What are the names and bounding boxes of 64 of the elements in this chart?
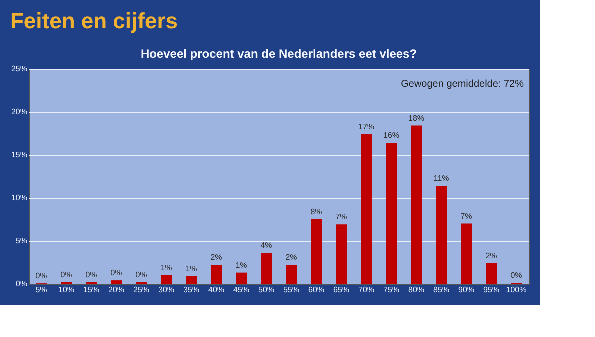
bar <box>286 265 297 284</box>
bar <box>336 224 347 284</box>
x-tick-label: 65% <box>333 286 350 294</box>
data-label: 1% <box>236 260 248 270</box>
x-tick-label: 95% <box>483 286 500 294</box>
data-label: 18% <box>408 114 425 123</box>
x-tick-label: 20% <box>108 286 125 294</box>
x-tick-label: 30% <box>158 286 175 294</box>
y-tick-label: 0% <box>16 280 28 288</box>
y-tick-label: 20% <box>11 108 28 116</box>
x-tick-label: 25% <box>133 286 150 294</box>
x-tick-label: 15% <box>83 286 100 294</box>
bar <box>436 186 447 284</box>
x-tick-label: 85% <box>433 286 450 294</box>
bar <box>111 280 122 284</box>
bar <box>461 224 472 284</box>
x-tick-label: 90% <box>458 286 475 294</box>
x-tick-label: 70% <box>358 286 375 294</box>
chart-subtitle: Hoeveel procent van de Nederlanders eet vlees? <box>140 47 418 61</box>
data-label: 1% <box>186 264 198 274</box>
x-tick-label: 80% <box>408 286 425 294</box>
data-label: 0% <box>136 270 148 280</box>
x-tick-label: 60% <box>308 286 325 294</box>
data-label: 4% <box>260 241 272 250</box>
x-tick-label: 10% <box>58 286 75 294</box>
data-label: 1% <box>160 263 172 272</box>
x-tick-label: 55% <box>283 286 300 294</box>
data-label: 16% <box>383 130 400 140</box>
bar <box>311 220 322 284</box>
x-tick-label: 100% <box>506 286 527 294</box>
x-tick-label: 50% <box>258 286 275 294</box>
x-tick-label: 45% <box>233 286 250 294</box>
bar <box>361 134 372 284</box>
x-tick-label: 5% <box>36 286 48 294</box>
data-label: 7% <box>460 212 472 221</box>
data-label: 0% <box>510 271 522 280</box>
data-label: 0% <box>60 270 72 280</box>
data-label: 2% <box>210 253 222 262</box>
chart-title: Feiten en cijfers <box>10 8 178 34</box>
bar <box>386 142 397 284</box>
data-label: 0% <box>110 268 122 278</box>
x-tick-label: 35% <box>183 286 200 294</box>
bar <box>261 253 272 284</box>
data-label: 2% <box>486 251 498 260</box>
bar <box>411 126 422 284</box>
data-label: 17% <box>358 122 375 132</box>
bar <box>186 276 197 284</box>
x-tick-label: 75% <box>383 286 400 294</box>
data-label: 2% <box>286 253 298 262</box>
data-label: 7% <box>336 212 348 222</box>
bar <box>211 265 222 284</box>
y-tick-label: 15% <box>11 150 28 160</box>
bar <box>486 263 497 284</box>
data-label: 0% <box>36 272 48 281</box>
y-tick-label: 25% <box>11 64 28 74</box>
y-tick-label: 10% <box>11 194 28 202</box>
data-label: 8% <box>310 208 322 216</box>
bar <box>236 272 247 284</box>
y-tick-label: 5% <box>16 236 28 246</box>
bar <box>161 275 172 284</box>
x-tick-label: 40% <box>208 286 225 294</box>
data-label: 11% <box>434 174 450 183</box>
data-label: 0% <box>86 270 98 280</box>
annotation: Gewogen gemiddelde: 72% <box>401 79 524 90</box>
